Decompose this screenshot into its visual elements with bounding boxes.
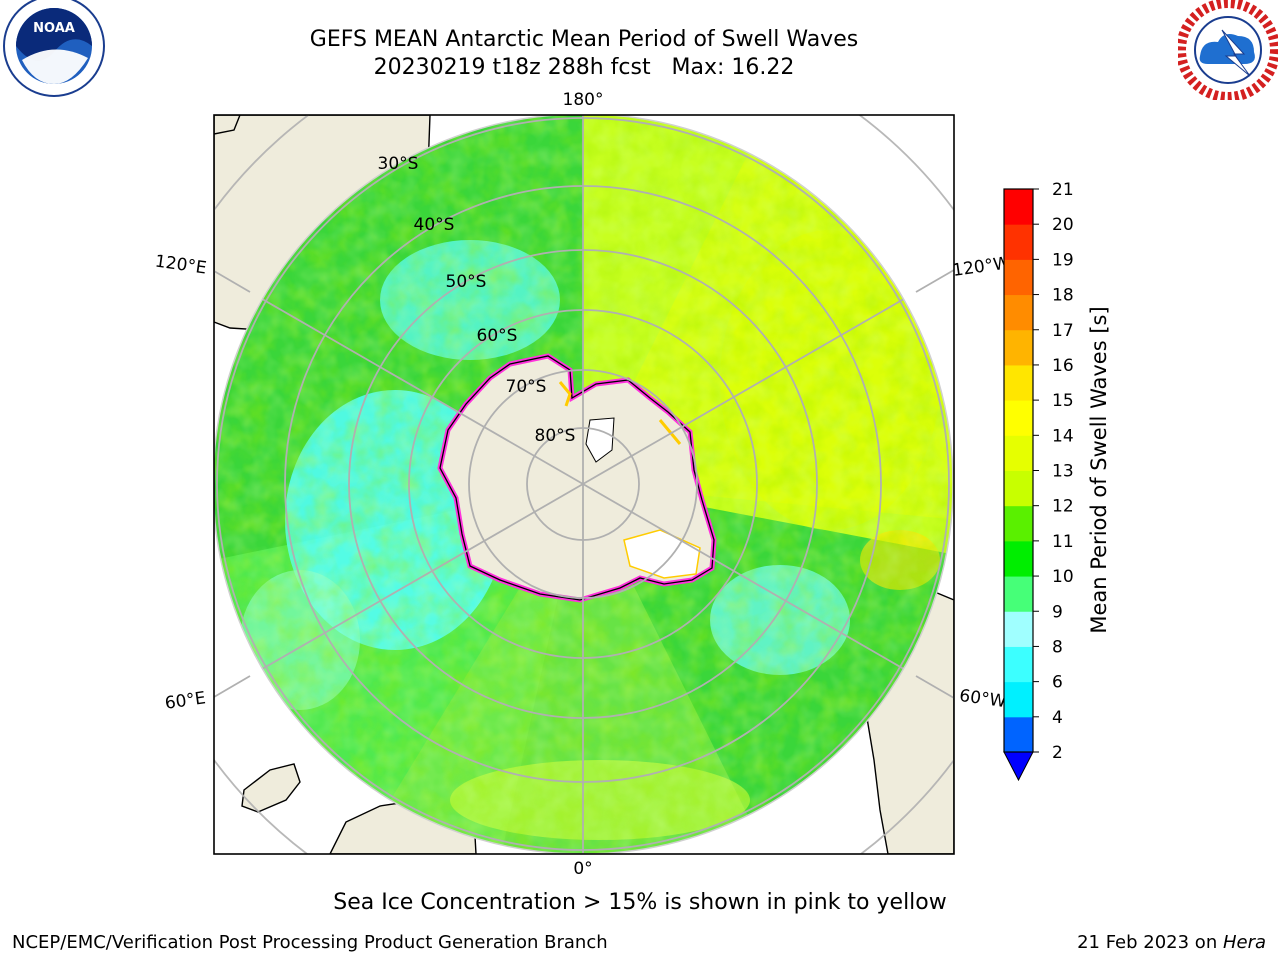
lat-label-40s: 40°S — [414, 215, 455, 235]
lon-label-60e: 60°E — [164, 688, 207, 713]
colorbar-tick-label: 18 — [1052, 286, 1074, 306]
lat-label-70s: 70°S — [506, 377, 547, 397]
nws-logo — [1178, 0, 1278, 100]
colorbar-segment — [1004, 224, 1033, 260]
colorbar-segment — [1004, 294, 1033, 331]
map-frame — [213, 114, 955, 855]
colorbar-segment — [1004, 364, 1033, 401]
colorbar-segment — [1004, 329, 1033, 366]
lat-label-80s: 80°S — [535, 426, 576, 446]
colorbar-extend-arrow — [1003, 751, 1034, 782]
graticule — [216, 115, 950, 854]
colorbar-segment — [1004, 470, 1033, 507]
lon-label-180: 180° — [563, 90, 604, 110]
colorbar-segment — [1004, 435, 1033, 471]
colorbar-tick-label: 8 — [1052, 637, 1063, 657]
colorbar-title: Mean Period of Swell Waves [s] — [1087, 306, 1111, 633]
lat-label-50s: 50°S — [446, 272, 487, 292]
colorbar-segment — [1004, 611, 1033, 647]
colorbar-tick-label: 14 — [1052, 426, 1074, 446]
lon-label-120e: 120°E — [154, 252, 208, 279]
lon-label-60w: 60°W — [958, 686, 1007, 712]
colorbar-tick-label: 15 — [1052, 391, 1074, 411]
colorbar-segment — [1004, 259, 1033, 296]
footer-date-text: 21 Feb 2023 on — [1077, 932, 1223, 953]
colorbar-tick-label: 21 — [1052, 180, 1074, 200]
colorbar: 2 4 6 8 9 10 11 12 13 14 15 16 17 18 19 20 21 — [1003, 180, 1074, 782]
colorbar-tick-label: 17 — [1052, 321, 1074, 341]
footer-machine: Hera — [1222, 932, 1266, 953]
colorbar-tick-label: 6 — [1052, 673, 1063, 693]
colorbar-segment — [1004, 189, 1033, 225]
chart-subtitle: 20230219 t18z 288h fcst Max: 16.22 — [373, 55, 795, 80]
colorbar-tick-label: 12 — [1052, 497, 1074, 517]
colorbar-segment — [1004, 716, 1033, 753]
lat-label-60s: 60°S — [477, 326, 518, 346]
colorbar-tick-label: 11 — [1052, 532, 1074, 552]
antarctica — [437, 353, 717, 603]
colorbar-tick-label: 9 — [1052, 602, 1063, 622]
lon-label-120w: 120°W — [951, 253, 1011, 281]
colorbar-segment — [1004, 681, 1033, 718]
chart-title: GEFS MEAN Antarctic Mean Period of Swell… — [309, 27, 859, 52]
colorbar-tick-label: 4 — [1052, 708, 1063, 728]
ice-note: Sea Ice Concentration > 15% is shown in … — [333, 890, 947, 915]
lon-label-0: 0° — [573, 859, 592, 879]
noaa-logo: NOAA — [3, 0, 105, 97]
colorbar-tick-label: 2 — [1052, 743, 1063, 763]
lat-label-30s: 30°S — [378, 154, 419, 174]
colorbar-segment — [1004, 576, 1033, 612]
colorbar-segment — [1004, 400, 1033, 436]
colorbar-tick-label: 20 — [1052, 215, 1074, 235]
footer-branch: NCEP/EMC/Verification Post Processing Pr… — [12, 932, 608, 953]
colorbar-tick-label: 19 — [1052, 250, 1074, 270]
colorbar-segment — [1004, 646, 1033, 683]
colorbar-tick-label: 10 — [1052, 567, 1074, 587]
noaa-logo-text: NOAA — [33, 21, 75, 36]
colorbar-segment — [1004, 505, 1033, 542]
colorbar-tick-label: 16 — [1052, 356, 1074, 376]
footer-date: 21 Feb 2023 on Hera — [1077, 932, 1266, 953]
map-area — [214, 115, 954, 854]
colorbar-segment — [1004, 540, 1033, 577]
colorbar-tick-label: 13 — [1052, 462, 1074, 482]
